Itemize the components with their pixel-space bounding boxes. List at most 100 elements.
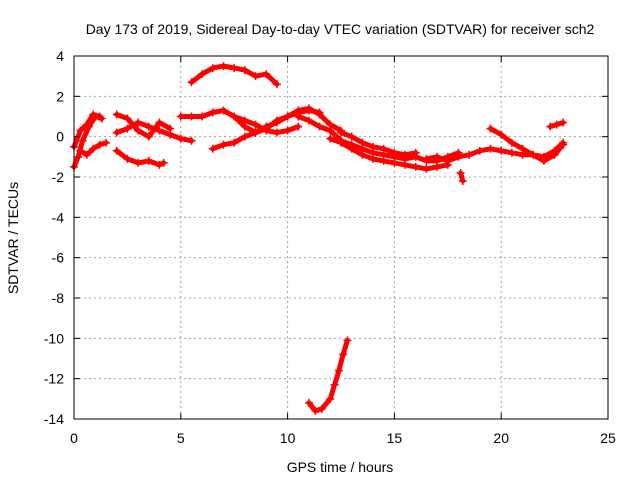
data-point (76, 126, 85, 135)
data-point (326, 134, 335, 143)
data-point (552, 120, 561, 129)
data-point (304, 398, 313, 407)
y-tick-label: -4 (52, 209, 65, 225)
data-point (112, 128, 121, 137)
data-point (358, 138, 367, 147)
data-point (240, 66, 249, 75)
data-point (507, 148, 516, 157)
data-point (304, 116, 313, 125)
data-point (339, 350, 348, 359)
data-point (112, 110, 121, 119)
data-point (507, 138, 516, 147)
x-tick-label: 20 (493, 430, 509, 446)
data-point (379, 144, 388, 153)
data-series (70, 62, 568, 415)
data-point (95, 112, 104, 121)
data-point (187, 112, 196, 121)
data-point (337, 138, 345, 147)
data-point (155, 126, 164, 135)
data-point (411, 162, 420, 171)
data-point (144, 156, 153, 165)
data-point (529, 150, 538, 159)
data-point (347, 144, 356, 153)
data-point (251, 120, 260, 129)
data-point (187, 78, 196, 87)
data-point (230, 138, 239, 147)
data-point (518, 144, 527, 153)
series-arc-18 (304, 336, 352, 415)
data-point (283, 112, 292, 121)
data-point (198, 70, 207, 79)
data-point (390, 148, 399, 157)
data-point (89, 110, 98, 119)
data-point (347, 132, 356, 141)
data-point (123, 154, 132, 163)
y-axis-ticks: 4 2 0 -2 -4 -6 -8 -10 -12 -14 (44, 48, 608, 427)
data-point (369, 154, 378, 163)
data-point (390, 158, 399, 167)
x-tick-label: 0 (70, 430, 78, 446)
data-point (155, 118, 164, 127)
series-arc-4 (112, 146, 168, 169)
data-point (486, 144, 495, 153)
data-point (219, 106, 228, 115)
data-point (272, 128, 281, 137)
data-point (458, 177, 467, 186)
data-point (559, 118, 568, 127)
data-point (89, 144, 98, 153)
data-point (219, 140, 228, 149)
data-point (294, 112, 303, 121)
data-point (486, 124, 495, 133)
data-point (159, 158, 168, 167)
data-point (82, 120, 91, 129)
series-arc-9 (219, 104, 345, 137)
data-point (456, 168, 465, 177)
series-arc-10 (187, 62, 281, 89)
y-tick-label: 2 (56, 88, 64, 104)
data-point (337, 128, 345, 137)
series-arc-12 (326, 134, 452, 173)
data-point (240, 122, 249, 131)
data-point (240, 132, 249, 141)
data-point (78, 136, 87, 145)
series-line (306, 337, 350, 414)
data-point (187, 136, 196, 145)
data-point (379, 156, 388, 165)
y-tick-label: -2 (52, 169, 65, 185)
series-line (295, 114, 461, 164)
y-axis-label: SDTVAR / TECUs (5, 182, 21, 294)
x-tick-label: 15 (387, 430, 403, 446)
data-point (443, 156, 452, 165)
data-point (155, 160, 164, 169)
data-point (208, 144, 217, 153)
data-point (433, 162, 442, 171)
series-line (221, 105, 344, 136)
data-point (358, 150, 367, 159)
data-point (317, 404, 326, 413)
data-point (176, 134, 185, 143)
series-arc-16 (546, 118, 568, 131)
x-tick-label: 10 (280, 430, 296, 446)
x-axis-label: GPS time / hours (287, 459, 394, 475)
data-point (208, 64, 217, 73)
data-point (251, 128, 260, 137)
data-point (326, 126, 335, 135)
x-tick-label: 25 (600, 430, 616, 446)
data-point (82, 150, 91, 159)
data-point (123, 124, 132, 133)
data-point (315, 122, 324, 131)
data-point (112, 146, 121, 155)
y-tick-label: -8 (52, 290, 65, 306)
y-tick-label: 0 (56, 129, 64, 145)
series-arc-3 (76, 138, 111, 159)
data-point (550, 150, 559, 159)
data-point (401, 150, 410, 159)
data-point (369, 142, 378, 151)
data-point (134, 158, 143, 167)
grid (74, 56, 608, 419)
data-point (304, 104, 313, 113)
data-point (546, 122, 555, 131)
data-point (283, 126, 292, 135)
data-point (559, 140, 568, 149)
